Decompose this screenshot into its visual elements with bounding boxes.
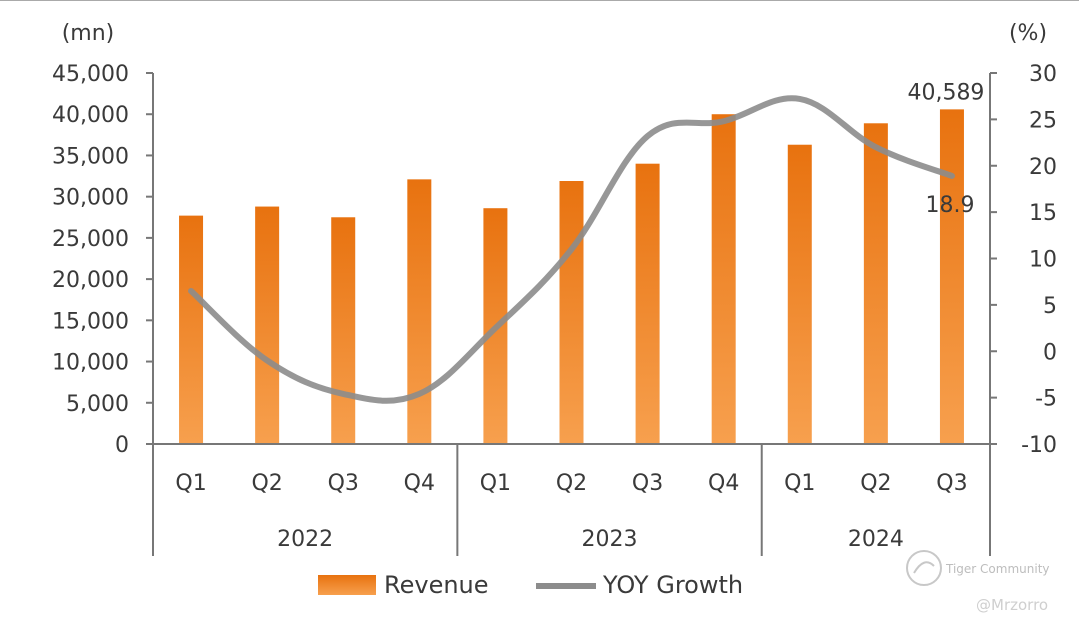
yoy-growth-line: [188, 95, 955, 404]
left-tick-label: 10,000: [52, 351, 129, 376]
revenue-bar: [255, 206, 280, 444]
right-tick-label: -5: [1035, 387, 1057, 412]
x-category-label: Q4: [708, 471, 739, 496]
right-tick-label: 20: [1029, 155, 1057, 180]
x-category-label: Q2: [251, 471, 282, 496]
revenue-bar: [407, 179, 432, 444]
legend-label-revenue: Revenue: [384, 571, 489, 599]
x-category-label: Q3: [936, 471, 967, 496]
left-axis-unit: (mn): [62, 21, 115, 46]
revenue-bar: [635, 163, 660, 444]
x-category-label: Q3: [632, 471, 663, 496]
revenue-bars: [179, 109, 964, 445]
left-tick-label: 15,000: [52, 309, 129, 334]
left-tick-label: 30,000: [52, 186, 129, 211]
data-label-revenue: 40,589: [907, 80, 984, 105]
right-tick-label: 0: [1043, 340, 1057, 365]
x-category-label: Q4: [404, 471, 435, 496]
right-tick-label: 10: [1029, 248, 1057, 273]
revenue-bar: [863, 123, 888, 445]
left-tick-label: 20,000: [52, 268, 129, 293]
watermark-brand: Tiger Community: [945, 562, 1050, 576]
x-group-label: 2024: [848, 527, 904, 552]
tiger-logo-icon: [906, 550, 942, 586]
watermark-handle: @Mrzorro: [976, 596, 1048, 614]
x-category-label: Q2: [556, 471, 587, 496]
revenue-bar: [711, 114, 736, 444]
right-axis: -10 -5 0 5 10 15 20 25 30: [989, 62, 1057, 458]
x-category-label: Q1: [784, 471, 815, 496]
revenue-bar: [559, 181, 584, 444]
x-category-label: Q2: [860, 471, 891, 496]
revenue-bar: [787, 144, 812, 444]
left-tick-label: 0: [115, 433, 129, 458]
x-group-label: 2022: [277, 527, 333, 552]
watermark: Tiger Community @Mrzorro: [906, 550, 1050, 614]
left-tick-label: 5,000: [66, 392, 129, 417]
left-axis: 0 5,000 10,000 15,000 20,000 25,000 30,000 35,0…: [52, 62, 154, 458]
right-axis-unit: (%): [1009, 21, 1047, 46]
x-category-label: Q1: [480, 471, 511, 496]
right-tick-label: -10: [1021, 433, 1057, 458]
annotations: 40,589 18.9: [907, 80, 984, 218]
left-tick-label: 40,000: [52, 103, 129, 128]
right-tick-label: 30: [1029, 62, 1057, 87]
left-tick-label: 25,000: [52, 227, 129, 252]
revenue-bar: [331, 217, 356, 444]
right-tick-label: 15: [1029, 201, 1057, 226]
x-category-label: Q1: [175, 471, 206, 496]
right-tick-label: 25: [1029, 108, 1057, 133]
left-tick-label: 45,000: [52, 62, 129, 87]
legend-label-yoy: YOY Growth: [602, 571, 743, 599]
legend-swatch-revenue: [318, 575, 376, 595]
right-tick-label: 5: [1043, 294, 1057, 319]
revenue-bar: [179, 215, 204, 444]
legend: Revenue YOY Growth: [318, 571, 743, 599]
revenue-bar: [939, 109, 964, 444]
x-category-label: Q3: [328, 471, 359, 496]
x-group-label: 2023: [582, 527, 638, 552]
left-tick-label: 35,000: [52, 144, 129, 169]
data-label-yoy: 18.9: [925, 193, 974, 218]
x-axis: Q1 Q2 Q3 Q4 Q1 Q2 Q3 Q4 Q1 Q2 Q3 2022 2023 2024: [152, 443, 991, 556]
